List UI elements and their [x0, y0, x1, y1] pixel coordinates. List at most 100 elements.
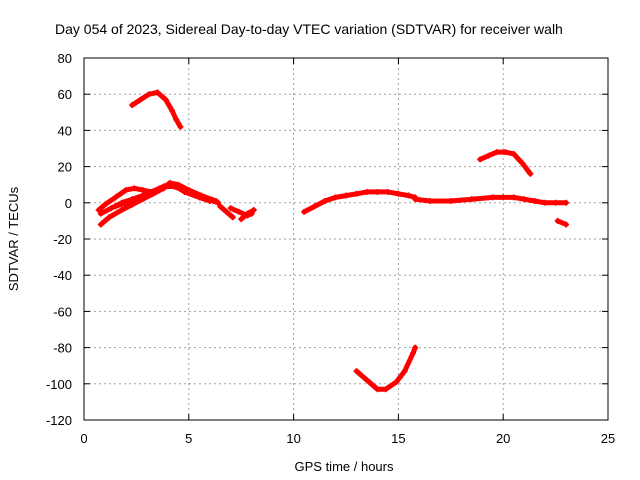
data-point — [137, 96, 144, 103]
data-point — [395, 190, 402, 197]
data-point — [412, 196, 419, 203]
y-tick-label: 40 — [58, 123, 72, 138]
data-series — [95, 89, 570, 393]
data-point — [301, 208, 308, 215]
data-point — [382, 386, 389, 393]
data-point — [384, 188, 391, 195]
data-point — [215, 199, 222, 206]
data-point — [563, 221, 570, 228]
data-point — [519, 159, 526, 166]
data-point — [177, 123, 184, 130]
x-tick-label: 5 — [185, 431, 192, 446]
data-point — [353, 190, 360, 197]
data-point — [405, 192, 412, 199]
y-tick-label: 20 — [58, 160, 72, 175]
data-point — [217, 203, 224, 210]
x-tick-label: 0 — [80, 431, 87, 446]
data-point — [95, 207, 102, 214]
data-point — [489, 194, 496, 201]
data-point — [477, 156, 484, 163]
data-point — [227, 205, 234, 212]
data-point — [322, 197, 329, 204]
data-point — [236, 208, 243, 215]
data-point — [154, 89, 161, 96]
data-point — [468, 196, 475, 203]
series-arc-j — [412, 194, 569, 206]
data-point — [527, 170, 534, 177]
x-tick-label: 25 — [601, 431, 615, 446]
data-point — [374, 386, 381, 393]
data-point — [343, 192, 349, 199]
chart-title: Day 054 of 2023, Sidereal Day-to-day VTE… — [55, 21, 563, 37]
data-point — [510, 150, 517, 157]
data-point — [139, 187, 146, 194]
x-axis: 0 5 10 15 20 25 — [80, 58, 615, 446]
data-point — [353, 368, 360, 375]
y-tick-label: -120 — [46, 413, 72, 428]
data-point — [106, 214, 113, 221]
y-tick-label: -80 — [53, 341, 72, 356]
x-tick-label: 10 — [286, 431, 300, 446]
data-point — [238, 216, 245, 223]
data-point — [175, 183, 182, 190]
data-point — [101, 201, 108, 208]
y-tick-label: 60 — [58, 87, 72, 102]
data-point — [554, 217, 561, 224]
y-tick-label: -100 — [46, 377, 72, 392]
y-tick-label: -60 — [53, 304, 72, 319]
chart-grid — [84, 58, 608, 420]
data-point — [502, 149, 509, 156]
data-point — [145, 91, 152, 98]
data-point — [112, 203, 119, 210]
data-point — [131, 185, 138, 192]
y-tick-label: -20 — [53, 232, 72, 247]
data-point — [143, 192, 150, 199]
data-point — [122, 187, 129, 194]
y-axis: -120 -100 -80 -60 -40 -20 0 20 40 60 80 — [46, 51, 608, 428]
data-point — [223, 208, 230, 215]
x-axis-label: GPS time / hours — [295, 459, 394, 474]
data-point — [426, 197, 433, 204]
data-point — [118, 207, 125, 214]
data-point — [510, 194, 517, 201]
data-point — [311, 203, 318, 210]
data-point — [244, 210, 251, 217]
data-point — [531, 197, 538, 204]
data-point — [401, 368, 408, 375]
data-point — [563, 199, 570, 206]
data-point — [229, 214, 236, 221]
data-point — [97, 210, 104, 217]
data-point — [485, 152, 492, 159]
data-point — [173, 116, 180, 123]
data-point — [198, 194, 205, 201]
data-point — [129, 102, 136, 109]
data-point — [185, 188, 192, 195]
data-point — [500, 194, 507, 201]
x-tick-label: 20 — [496, 431, 510, 446]
data-point — [447, 197, 454, 204]
y-axis-label: SDTVAR / TECUs — [6, 186, 21, 291]
data-point — [493, 149, 500, 156]
y-tick-label: 0 — [65, 196, 72, 211]
y-tick-label: -40 — [53, 268, 72, 283]
data-point — [363, 377, 370, 384]
data-point — [393, 378, 400, 385]
y-tick-label: 80 — [58, 51, 72, 66]
data-point — [154, 187, 161, 194]
data-point — [97, 221, 104, 228]
data-point — [162, 96, 169, 103]
data-point — [250, 207, 257, 214]
data-point — [164, 181, 171, 188]
data-point — [169, 107, 176, 114]
data-point — [112, 194, 119, 201]
data-point — [410, 350, 417, 357]
data-point — [363, 188, 370, 195]
series-arc-m — [354, 345, 418, 392]
data-point — [552, 199, 559, 206]
series-arc-h — [129, 89, 183, 130]
data-point — [108, 205, 115, 212]
data-point — [332, 194, 339, 201]
data-point — [374, 188, 381, 195]
data-point — [542, 199, 549, 206]
